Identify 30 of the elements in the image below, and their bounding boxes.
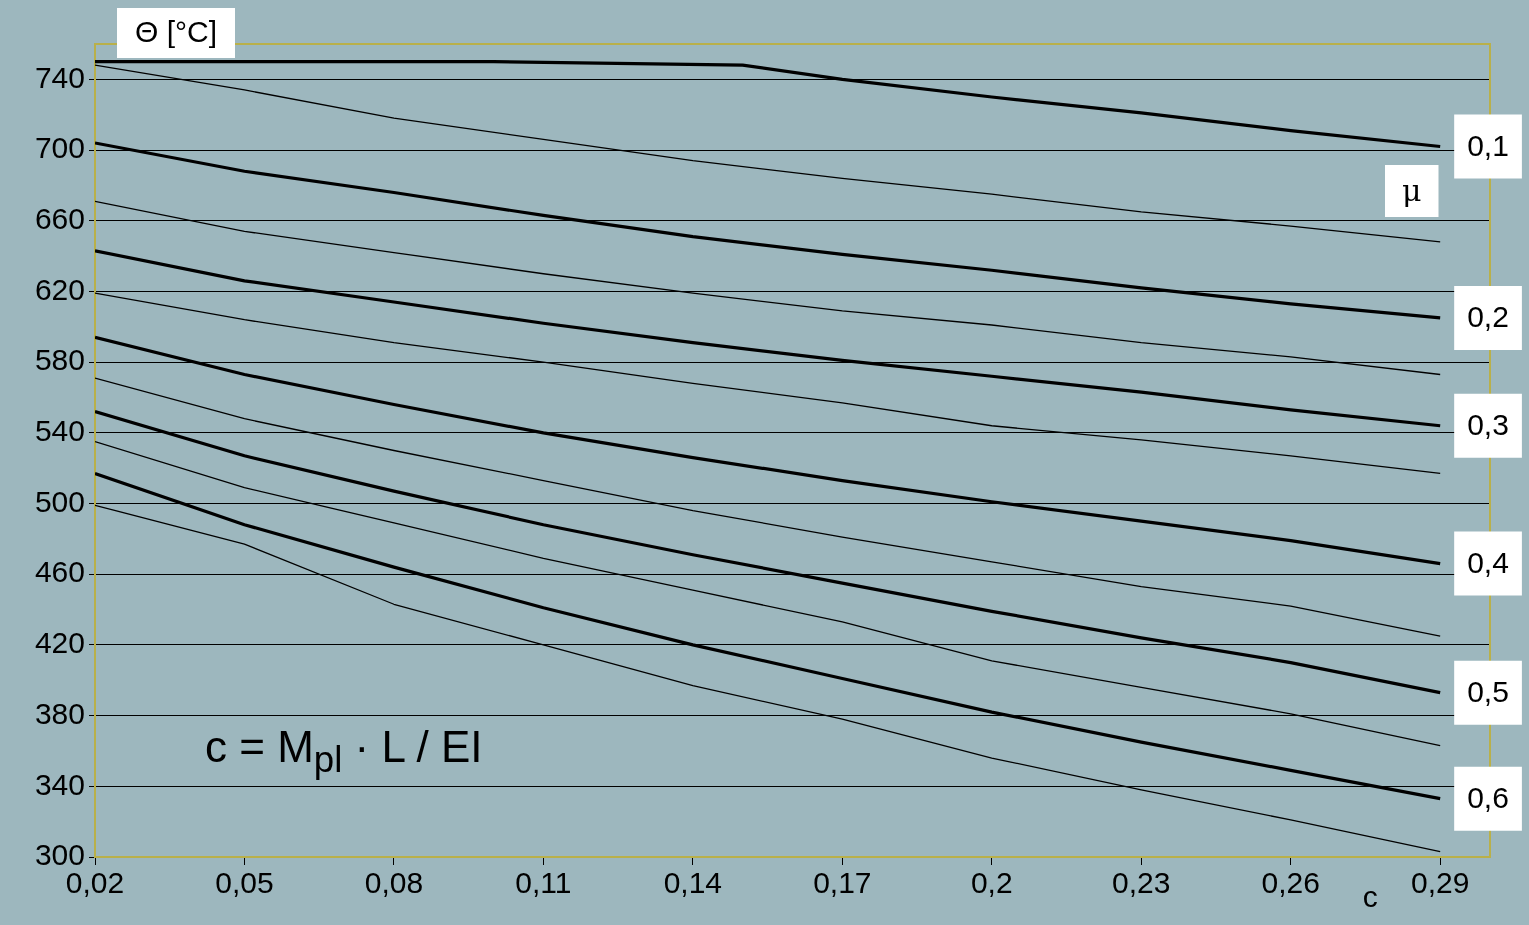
y-tick-label: 460: [34, 555, 85, 589]
series-label: 0,1: [1467, 128, 1509, 162]
y-tick-label: 620: [34, 272, 85, 306]
x-tick-label: 0,11: [515, 866, 572, 900]
x-tick-label: 0,23: [1112, 866, 1171, 900]
series-label: 0,6: [1467, 780, 1509, 814]
y-tick-label: 380: [34, 696, 85, 730]
y-tick-label: 700: [34, 131, 85, 165]
x-tick-label: 0,17: [813, 866, 872, 900]
y-tick-label: 580: [34, 343, 85, 377]
series-label: 0,3: [1467, 408, 1509, 442]
series-label: 0,4: [1467, 545, 1509, 579]
x-tick-label: 0,08: [364, 866, 424, 900]
x-tick-label: 0,14: [663, 866, 723, 900]
y-tick-label: 740: [34, 60, 85, 94]
y-tick-label: 660: [34, 202, 85, 235]
series-label: 0,5: [1467, 674, 1509, 708]
y-tick-label: 420: [34, 626, 85, 660]
x-tick-label: 0,26: [1261, 866, 1320, 900]
x-tick-label: 0,29: [1410, 866, 1470, 900]
annotation: c = M$_{pl}$ · L / EI: [205, 722, 483, 781]
x-axis-title: c: [1362, 880, 1378, 914]
y-tick-label: 340: [34, 767, 85, 801]
x-tick-label: 0,2: [970, 866, 1013, 900]
legend-title: μ: [1402, 172, 1422, 208]
x-tick-label: 0,05: [215, 866, 274, 900]
y-tick-label: 540: [34, 414, 85, 448]
series-label: 0,2: [1467, 300, 1509, 334]
y-axis-title: Θ [°C]: [134, 15, 218, 49]
y-tick-label: 500: [34, 484, 85, 518]
